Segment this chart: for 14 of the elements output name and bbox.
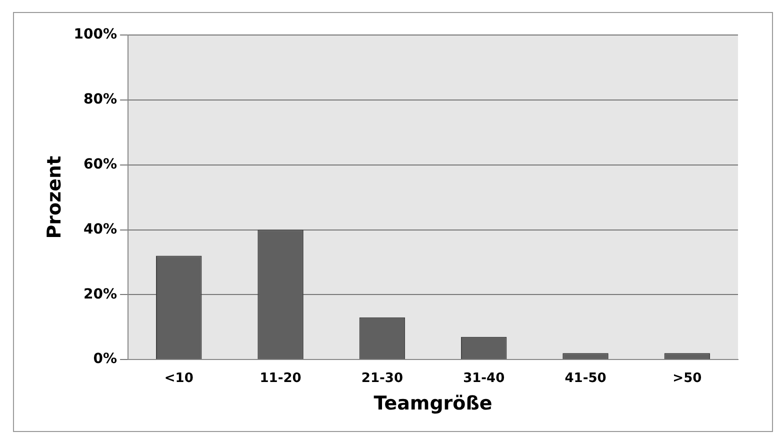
y-tick-label: 60% [84, 156, 118, 172]
x-tick-label: 21-30 [361, 370, 403, 386]
x-tick-label: 41-50 [564, 370, 606, 386]
x-tick-label: >50 [672, 370, 702, 386]
x-axis-title: Teamgröße [374, 392, 492, 415]
y-tick-label: 100% [74, 26, 118, 43]
x-tick-label: <10 [164, 370, 194, 386]
y-tick-label: 80% [84, 92, 118, 108]
y-axis-title: Prozent [43, 156, 66, 239]
y-tick-label: 40% [84, 221, 118, 238]
x-tick-label: 11-20 [260, 370, 302, 386]
x-tick-label: 31-40 [463, 370, 505, 386]
y-tick-label: 0% [93, 351, 118, 368]
y-tick-label: 20% [84, 286, 118, 302]
